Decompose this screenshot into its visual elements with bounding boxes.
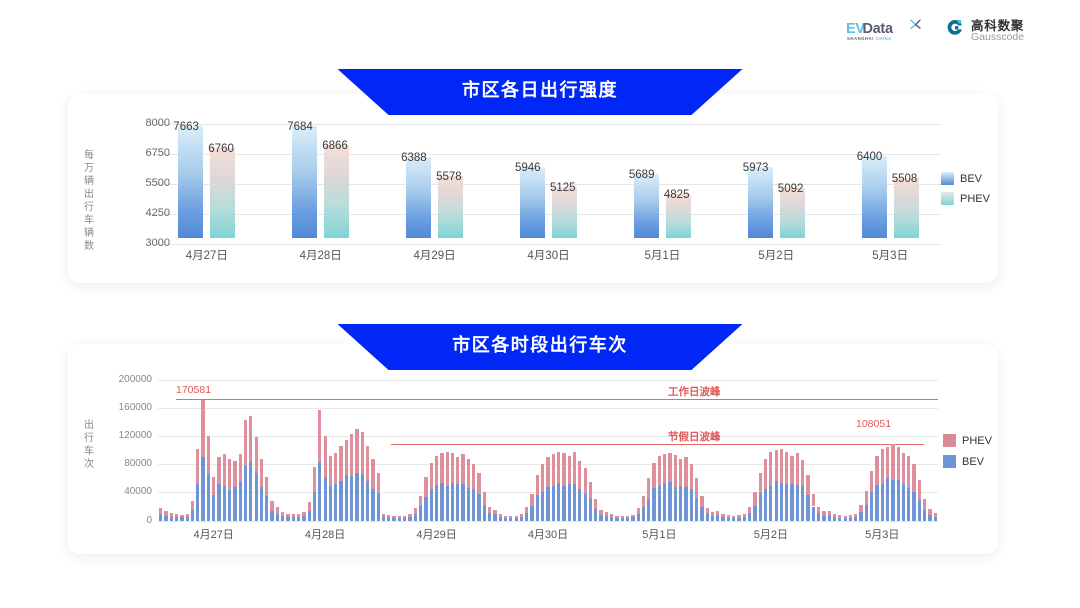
svg-text:SHANGHAI CHINA: SHANGHAI CHINA [847, 36, 892, 41]
svg-text:Data: Data [863, 21, 894, 37]
svg-text:Gausscode: Gausscode [971, 31, 1024, 42]
